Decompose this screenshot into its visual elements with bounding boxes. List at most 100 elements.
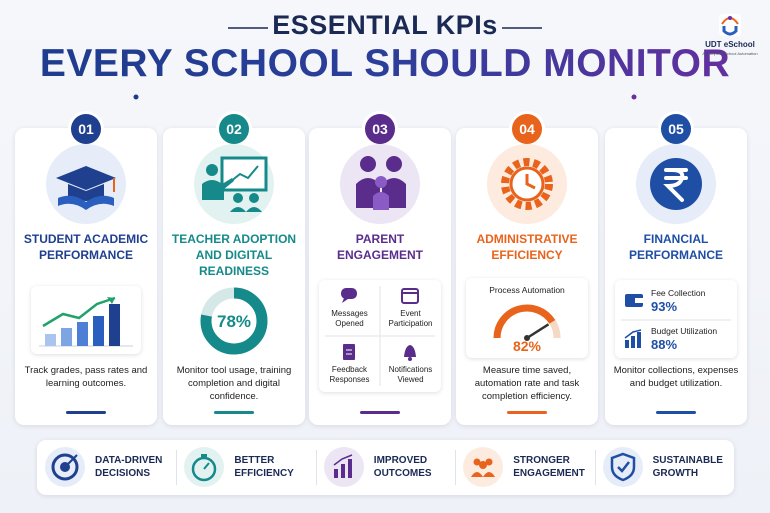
- benefit-icon: [184, 447, 225, 487]
- decoration: [485, 458, 493, 466]
- header-decor: [133, 14, 741, 100]
- decoration: [61, 328, 72, 346]
- logo-icon: [719, 14, 741, 36]
- logo-tagline: A Complete School Automation: [702, 51, 758, 56]
- decoration: [45, 334, 56, 346]
- decoration: [51, 453, 79, 481]
- widget-title: Process Automation: [489, 285, 565, 295]
- icon: [200, 287, 268, 355]
- decoration: [203, 462, 211, 470]
- icon-circle: [487, 144, 567, 224]
- title: EVERY SCHOOL SHOULD MONITOR: [0, 42, 770, 86]
- icon: [56, 166, 116, 210]
- gauge-widget: Process Automation 82%: [466, 278, 588, 358]
- dot: [133, 94, 139, 100]
- icon: [202, 156, 268, 212]
- item-label: Feedback Responses: [329, 365, 370, 384]
- item-label: Notifications Viewed: [388, 365, 433, 384]
- icon: [325, 286, 435, 386]
- decoration: [233, 193, 243, 203]
- benefit-icon: [463, 447, 504, 487]
- benefit-text: SUSTAINABLE GROWTH: [652, 455, 723, 479]
- decoration: [637, 332, 641, 348]
- card-number: 02: [219, 114, 249, 144]
- decoration: [722, 26, 738, 36]
- divider: [594, 450, 596, 485]
- decoration: [525, 174, 536, 190]
- metric-value: 88%: [651, 337, 678, 352]
- icon: [493, 304, 561, 341]
- decoration: [341, 288, 357, 299]
- card-title: ADMINISTRATIVE EFFICIENCY: [476, 232, 578, 262]
- decoration: [230, 207, 262, 212]
- decoration: [201, 454, 208, 457]
- decoration: [624, 329, 642, 339]
- decoration: [249, 193, 259, 203]
- decoration: [202, 178, 234, 200]
- icon-circle: [46, 144, 126, 224]
- benefit-icon: [45, 447, 85, 487]
- decoration: [109, 304, 120, 346]
- card-description: Monitor tool usage, training completion …: [176, 365, 292, 402]
- decoration: [356, 178, 406, 208]
- decoration: [493, 304, 556, 339]
- decoration: [333, 469, 338, 478]
- decoration: [616, 461, 630, 473]
- decoration: [373, 192, 389, 210]
- decoration: [107, 297, 115, 304]
- metric-label: Budget Utilization: [651, 326, 718, 336]
- gauge-value: [493, 304, 556, 341]
- card-description: Monitor collections, expenses and budget…: [613, 365, 739, 389]
- decoration: [404, 345, 416, 357]
- metric-value: 93%: [651, 299, 678, 314]
- decoration: [375, 176, 387, 188]
- logo-name: UDT eSchool: [705, 40, 755, 49]
- card-title: FINANCIAL PERFORMANCE: [628, 232, 723, 262]
- decoration: [93, 316, 104, 346]
- decoration: [479, 461, 488, 469]
- chart-widget: [31, 286, 141, 354]
- card-description: Track grades, pass rates and learning ou…: [24, 365, 148, 389]
- decoration: [610, 452, 635, 482]
- decoration: [473, 458, 481, 466]
- decoration: [333, 454, 353, 466]
- decoration: [663, 168, 688, 202]
- card-number: 01: [71, 114, 101, 144]
- icon: [610, 452, 635, 482]
- icon: [404, 345, 416, 361]
- benefit-icon: [323, 447, 364, 487]
- card: 03 PARENT ENGAGEMENT Messages Opened Event …: [309, 114, 451, 425]
- card: 01 STUDENT ACADEMIC PERFORMANCE Track grad…: [15, 114, 157, 425]
- card: 04 ADMINISTRATIVE EFFICIENCY Measure time …: [456, 114, 598, 425]
- icon: [343, 344, 355, 360]
- decoration: [625, 340, 629, 348]
- decoration: [408, 357, 412, 361]
- item-label: Messages Opened: [331, 309, 368, 328]
- card-title: STUDENT ACADEMIC PERFORMANCE: [23, 232, 149, 262]
- icon: [621, 319, 731, 321]
- icon: [39, 296, 133, 347]
- icon-circle: [340, 144, 420, 224]
- icon: [625, 294, 643, 307]
- decoration: [77, 322, 88, 346]
- benefit-text: STRONGER ENGAGEMENT: [513, 455, 585, 479]
- decoration: [342, 298, 348, 303]
- underline: [66, 411, 106, 414]
- underline: [507, 411, 547, 414]
- icon: [192, 454, 217, 482]
- decoration: [526, 323, 550, 340]
- item-label: Event Participation: [388, 309, 433, 328]
- decoration: [625, 294, 643, 307]
- benefits-bar: DATA-DRIVEN DECISIONS BETTER EFFICIENCY IM…: [37, 440, 734, 495]
- donut-label: 78%: [216, 312, 252, 331]
- icon-circle: [194, 144, 274, 224]
- card-description: Measure time saved, automation rate and …: [474, 365, 580, 402]
- decoration: [343, 344, 355, 360]
- metric-label: Fee Collection: [651, 288, 706, 298]
- benefit-text: IMPROVED OUTCOMES: [373, 455, 432, 479]
- decoration: [360, 156, 376, 172]
- icon: [341, 288, 357, 303]
- decoration: [206, 164, 218, 176]
- icon: [333, 454, 353, 478]
